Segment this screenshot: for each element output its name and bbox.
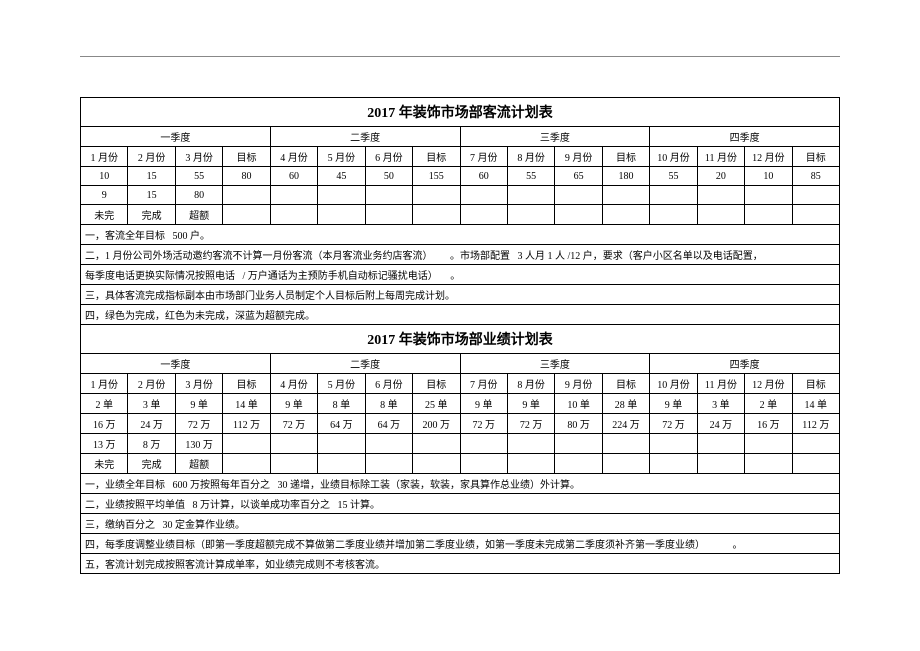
- note: 一，客流全年目标 500 户。: [81, 225, 840, 245]
- month-row: 1 月份2 月份3 月份目标 4 月份5 月份6 月份目标 7 月份8 月份9 …: [81, 147, 840, 167]
- wan-row: 16 万24 万72 万112 万 72 万64 万64 万200 万 72 万…: [81, 414, 840, 434]
- month-row2: 1 月份2 月份3 月份目标 4 月份5 月份6 月份目标 7 月份8 月份9 …: [81, 374, 840, 394]
- dan-row: 2 单3 单9 单14 单 9 单8 单8 单25 单 9 单9 单10 单28…: [81, 394, 840, 414]
- table2-title: 2017 年装饰市场部业绩计划表: [81, 325, 840, 354]
- note: 每季度电话更换实际情况按照电话 / 万户通话为主预防手机自动标记骚扰电话） 。: [81, 265, 840, 285]
- note2: 四，每季度调整业绩目标（即第一季度超额完成不算做第二季度业绩并增加第二季度业绩，…: [81, 534, 840, 554]
- note: 二，1 月份公司外场活动邀约客流不计算一月份客流（本月客流业务约店客流） 。市场…: [81, 245, 840, 265]
- table1-title: 2017 年装饰市场部客流计划表: [81, 98, 840, 127]
- q3-header: 三季度: [460, 127, 650, 147]
- customer-flow-table: 2017 年装饰市场部客流计划表 一季度 二季度 三季度 四季度 1 月份2 月…: [80, 97, 840, 574]
- complete-row2: 13 万8 万130 万: [81, 434, 840, 454]
- q3-header2: 三季度: [460, 354, 650, 374]
- top-rule: [80, 56, 840, 57]
- q2-header: 二季度: [270, 127, 460, 147]
- q4-header2: 四季度: [650, 354, 840, 374]
- status-row: 未完完成超额: [81, 205, 840, 225]
- note2: 一，业绩全年目标 600 万按照每年百分之 30 递增，业绩目标除工装（家装，软…: [81, 474, 840, 494]
- q1-header: 一季度: [81, 127, 271, 147]
- note: 三，具体客流完成指标副本由市场部门业务人员制定个人目标后附上每周完成计划。: [81, 285, 840, 305]
- complete-row: 91580: [81, 186, 840, 205]
- note: 四，绿色为完成，红色为未完成，深蓝为超额完成。: [81, 305, 840, 325]
- note2: 三，缴纳百分之 30 定金算作业绩。: [81, 514, 840, 534]
- q2-header2: 二季度: [270, 354, 460, 374]
- values-row: 10155580 604550155 605565180 55201085: [81, 167, 840, 186]
- q1-header2: 一季度: [81, 354, 271, 374]
- note2: 二，业绩按照平均单值 8 万计算，以谈单成功率百分之 15 计算。: [81, 494, 840, 514]
- q4-header: 四季度: [650, 127, 840, 147]
- note2: 五，客流计划完成按照客流计算成单率，如业绩完成则不考核客流。: [81, 554, 840, 574]
- status-row2: 未完完成超额: [81, 454, 840, 474]
